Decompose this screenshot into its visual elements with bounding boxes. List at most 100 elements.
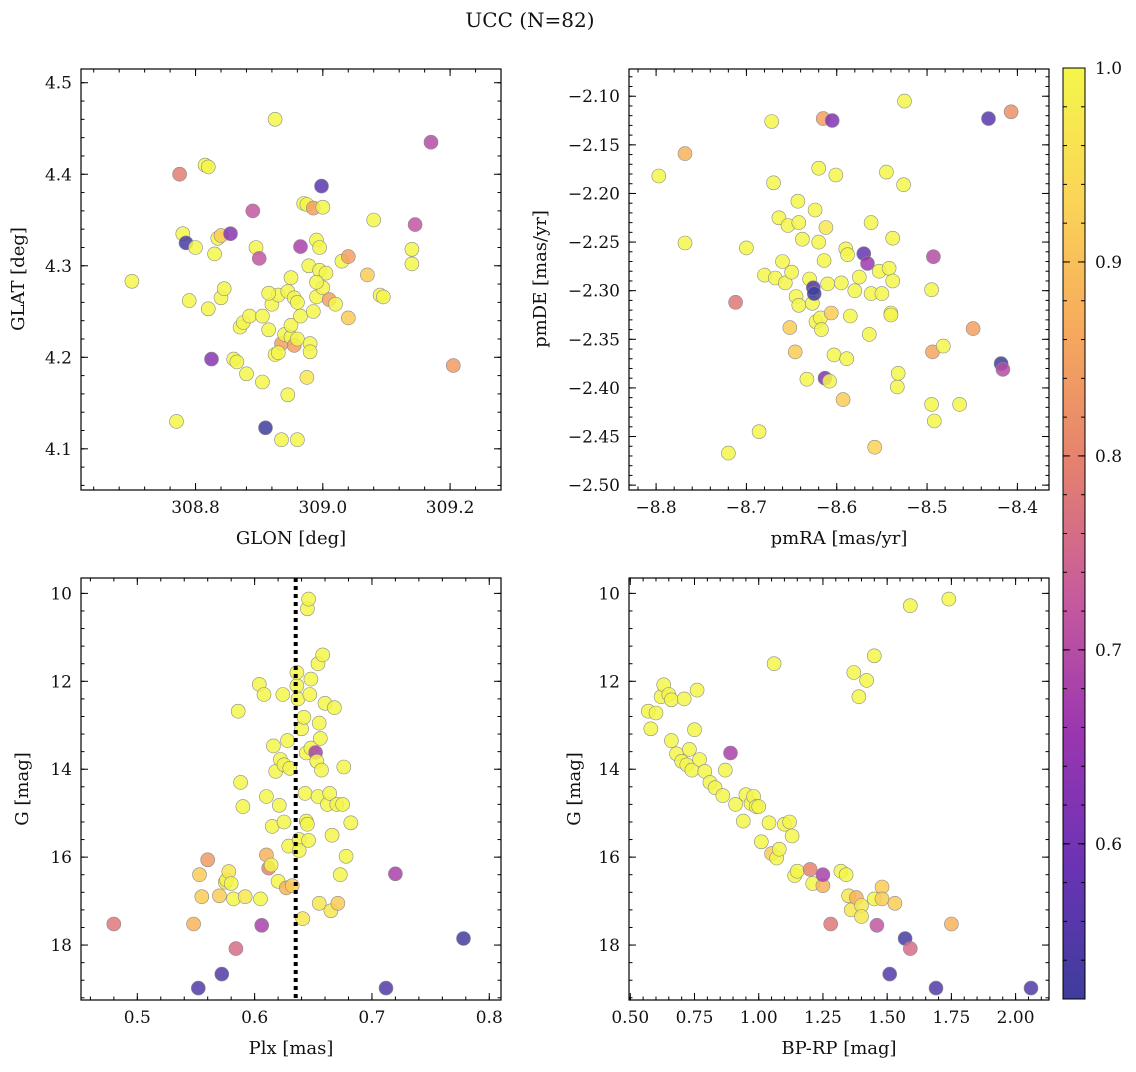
cmd-point	[887, 895, 903, 911]
pm-x-tick-label: −8.6	[816, 498, 857, 518]
cmd-point	[689, 682, 705, 698]
cmd-point	[751, 799, 767, 814]
plx-g-point	[388, 866, 403, 882]
cmd-xlabel: BP-RP [mag]	[781, 1038, 896, 1059]
pm-point	[847, 283, 863, 299]
pm-point	[879, 164, 894, 180]
pm-point	[839, 351, 855, 367]
cmd-point	[902, 941, 918, 956]
plx-g-x-tick-label: 0.7	[358, 1008, 385, 1028]
glon-glat-point	[258, 420, 273, 436]
glon-glat-point	[404, 256, 420, 272]
glon-glat-point	[204, 351, 219, 367]
plx-g-point	[106, 916, 122, 932]
glon-glat-point	[309, 274, 324, 290]
pm-y-tick-label: −2.25	[568, 233, 620, 253]
cmd-panel: 0.50 0.75 1.00 1.25 1.50 1.75 2.00 10 12 14 16 18 B…	[564, 577, 1050, 1059]
glon-glat-point	[366, 212, 382, 228]
plx-g-point	[303, 671, 319, 687]
glon-glat-point	[267, 112, 283, 127]
cmd-point	[753, 834, 769, 850]
glon-glat-point	[251, 251, 267, 266]
plx-g-point	[275, 687, 291, 702]
cmd-y-tick-label: 16	[598, 848, 620, 868]
glon-glat-y-tick-label: 4.3	[45, 257, 72, 277]
glon-glat-point	[223, 226, 238, 241]
plx-g-point	[327, 700, 342, 716]
glon-glat-point	[242, 308, 257, 324]
pm-point	[896, 177, 911, 192]
glon-glat-y-tick-label: 4.4	[45, 165, 72, 185]
cmd-point	[664, 692, 679, 708]
plx-g-point	[315, 647, 331, 663]
plx-g-point	[456, 931, 471, 946]
plx-g-point	[259, 789, 274, 804]
colorbar: 0.6 0.7 0.8 0.9 1.0	[1062, 59, 1122, 1000]
cmd-point	[682, 742, 697, 757]
pm-point	[861, 327, 877, 342]
pm-point	[677, 235, 693, 251]
plx-g-point	[223, 876, 239, 891]
pm-point	[835, 392, 851, 407]
pm-x-tick-label: −8.7	[726, 498, 767, 518]
colorbar-tick-label: 0.8	[1095, 447, 1122, 467]
pm-point	[952, 397, 967, 412]
plx-g-point	[212, 888, 227, 904]
plx-g-y-tick-label: 18	[50, 936, 72, 956]
glon-glat-point	[315, 199, 331, 215]
plx-g-point	[289, 665, 305, 680]
plx-g-point	[324, 827, 340, 843]
pm-y-tick-label: −2.30	[568, 282, 620, 302]
pm-point	[823, 305, 839, 321]
colorbar-tick-label: 0.6	[1095, 835, 1122, 855]
cmd-point	[802, 862, 818, 877]
pm-x-tick-label: −8.5	[906, 498, 947, 518]
cmd-point	[823, 916, 839, 932]
glon-glat-point	[407, 217, 423, 232]
pm-point	[782, 320, 798, 335]
pm-point	[885, 273, 901, 289]
plx-g-x-tick-label: 0.8	[476, 1008, 503, 1028]
pm-point	[840, 247, 855, 262]
pm-point	[881, 260, 897, 276]
plx-g-x-tick-label: 0.5	[124, 1008, 151, 1028]
plx-g-point	[237, 889, 253, 905]
pm-point	[814, 322, 829, 337]
glon-glat-point	[340, 310, 356, 326]
plx-g-axes-frame	[80, 577, 502, 1001]
glon-glat-point	[261, 285, 277, 301]
cmd-point	[643, 721, 659, 737]
cmd-point	[771, 841, 787, 857]
cmd-point	[687, 722, 702, 738]
glon-glat-x-tick-label: 308.8	[171, 498, 220, 518]
cmd-point	[676, 691, 692, 707]
pm-point	[935, 338, 951, 354]
plx-g-point	[378, 980, 394, 996]
cmd-x-tick-label: 1.75	[932, 1008, 970, 1028]
pm-point	[842, 308, 858, 324]
glon-glat-ylabel: GLAT [deg]	[8, 227, 29, 331]
cmd-point	[869, 917, 885, 933]
glon-glat-xlabel: GLON [deg]	[236, 528, 346, 549]
glon-glat-point	[188, 240, 203, 255]
cmd-point	[717, 762, 733, 778]
pm-point	[777, 275, 793, 291]
glon-glat-point	[328, 296, 343, 312]
glon-glat-point	[290, 432, 305, 448]
pm-point	[826, 347, 842, 363]
pm-point	[764, 114, 780, 129]
glon-glat-y-tick-label: 4.2	[45, 348, 72, 368]
glon-glat-x-tick-label: 309.0	[298, 498, 347, 518]
cmd-y-tick-label: 14	[598, 760, 620, 780]
pm-point	[924, 397, 939, 412]
cmd-y-tick-label: 18	[598, 936, 620, 956]
glon-glat-point	[124, 273, 140, 289]
plx-g-points	[106, 591, 471, 996]
pm-point	[890, 365, 906, 381]
plx-g-point	[311, 895, 327, 911]
plx-g-y-tick-label: 12	[50, 672, 72, 692]
cmd-points	[640, 591, 1039, 996]
cmd-point	[782, 814, 797, 830]
pm-point	[995, 362, 1011, 377]
cmd-point	[784, 828, 800, 844]
